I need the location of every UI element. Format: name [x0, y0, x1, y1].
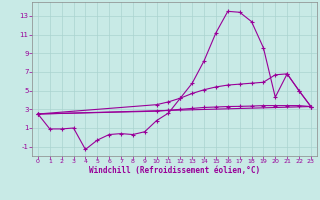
- X-axis label: Windchill (Refroidissement éolien,°C): Windchill (Refroidissement éolien,°C): [89, 166, 260, 175]
